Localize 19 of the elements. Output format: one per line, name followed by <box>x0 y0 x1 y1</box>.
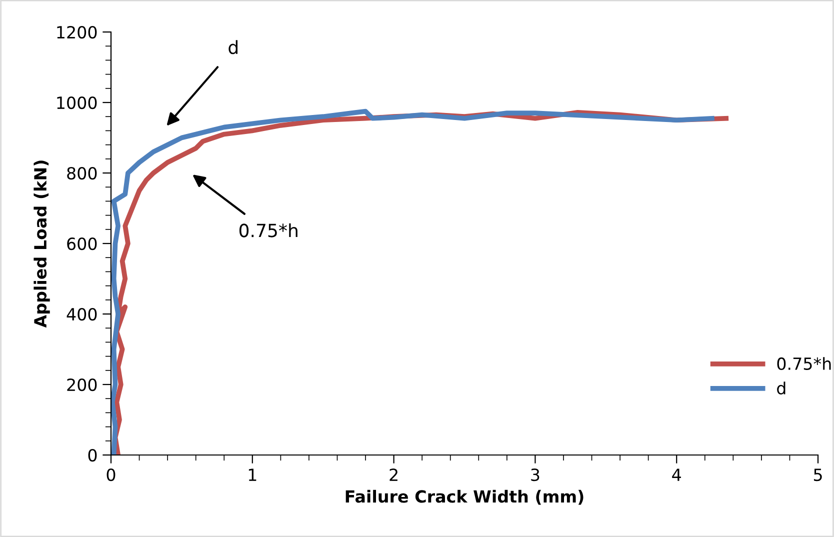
x-tick-label: 4 <box>672 468 681 481</box>
y-axis-title: Applied Load (kN) <box>34 160 50 328</box>
x-tick-label: 1 <box>248 468 256 481</box>
annotation: 0.75*h <box>239 223 298 238</box>
y-tick-label: 400 <box>66 308 97 321</box>
y-tick-label: 200 <box>67 378 97 392</box>
y-tick-label: 0 <box>88 448 97 462</box>
y-tick-label: 1200 <box>57 26 97 39</box>
y-tick-label: 600 <box>67 237 97 250</box>
x-tick-label: 3 <box>531 468 540 482</box>
y-tick-label: 1000 <box>57 96 97 110</box>
annotation: d <box>228 40 238 54</box>
x-tick-label: 5 <box>814 468 822 482</box>
x-axis-title: Failure Crack Width (mm) <box>346 490 584 505</box>
legend-label: 0.75*h <box>777 357 831 370</box>
legend-label: d <box>777 382 786 394</box>
y-tick-label: 800 <box>67 166 97 180</box>
x-tick-label: 0 <box>106 468 116 482</box>
x-tick-label: 2 <box>390 468 398 481</box>
